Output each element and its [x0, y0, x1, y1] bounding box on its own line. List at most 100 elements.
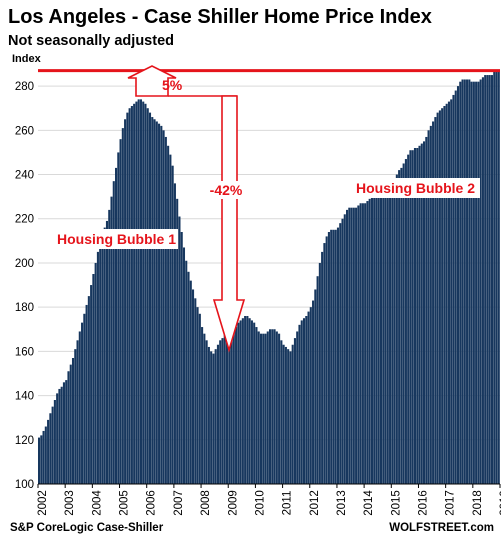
bar [438, 110, 441, 485]
x-tick-label: 2017 [445, 490, 457, 516]
bar [386, 185, 389, 484]
bar [110, 196, 113, 484]
bar [486, 75, 489, 485]
bar [275, 331, 278, 484]
bar [103, 227, 106, 484]
bar [493, 70, 496, 484]
bar [99, 243, 102, 484]
bar [305, 316, 308, 484]
bar [44, 426, 47, 484]
bar [92, 274, 95, 484]
bar [85, 304, 88, 484]
bubble2-label: Housing Bubble 2 [356, 180, 475, 196]
bar [255, 327, 258, 484]
y-tick-label: 100 [15, 479, 34, 491]
bar [259, 333, 263, 484]
bar [214, 349, 217, 484]
bar [262, 333, 265, 484]
bar [83, 313, 86, 484]
bar [96, 251, 99, 484]
bar [334, 229, 337, 484]
source-label: S&P CoreLogic Case-Shiller [10, 522, 164, 534]
bar [366, 201, 369, 485]
bar [484, 75, 487, 485]
bar [466, 79, 469, 484]
bar [300, 320, 303, 484]
bar [361, 203, 364, 484]
bar [241, 318, 244, 484]
bar [155, 121, 158, 484]
x-tick-label: 2018 [472, 490, 484, 516]
x-tick-label: 2004 [91, 490, 103, 516]
bar [230, 331, 233, 484]
bar [463, 79, 466, 484]
bar [427, 130, 430, 484]
up-arrow-shape [127, 65, 177, 97]
bar [348, 207, 351, 484]
bar [323, 243, 326, 484]
bar [121, 128, 124, 485]
bar [404, 159, 407, 485]
bar [273, 329, 276, 484]
x-tick-label: 2002 [37, 490, 49, 516]
y-tick-label: 240 [15, 170, 34, 182]
bar [232, 329, 235, 484]
bar [377, 190, 380, 484]
bar [420, 143, 423, 484]
bar [318, 262, 321, 484]
bar [144, 103, 147, 484]
bar [126, 112, 129, 484]
bar [418, 145, 421, 485]
y-tick-label: 280 [15, 81, 34, 93]
x-tick-label: 2011 [282, 491, 294, 516]
bar [237, 322, 240, 484]
bar [459, 81, 462, 485]
bar [235, 327, 238, 484]
x-axis-ticks: 2002 2003 2004 2005 2006 2007 2008 2009 2010 2011… [37, 484, 501, 516]
bar [391, 181, 394, 484]
x-tick-label: 2013 [336, 490, 348, 516]
bar [117, 152, 120, 485]
bar [425, 136, 428, 484]
bubble2-label-background [352, 178, 480, 198]
bar [94, 262, 97, 484]
bar [146, 108, 149, 485]
chart-subtitle: Not seasonally adjusted [8, 33, 174, 49]
x-tick-label: 2010 [254, 490, 266, 516]
bar [223, 333, 226, 484]
brand-label: WOLFSTREET.com [389, 522, 494, 534]
bar [128, 108, 131, 485]
bar [447, 101, 450, 484]
bar [461, 79, 464, 484]
bar [314, 289, 317, 484]
bar [432, 121, 435, 484]
bar [153, 119, 156, 484]
bar [472, 81, 475, 485]
bar [178, 216, 181, 484]
bar [192, 289, 195, 484]
bar [339, 223, 342, 484]
x-tick-label: 2016 [417, 490, 429, 516]
bar [395, 174, 398, 484]
bar [271, 329, 274, 484]
bar [207, 346, 210, 484]
bar [287, 349, 290, 484]
y-axis-ticks: 100 120 140 160 180 200 220 240 260 280 [15, 81, 34, 491]
bar [416, 148, 419, 484]
bar [62, 382, 65, 484]
bar [38, 437, 41, 484]
bar [160, 125, 163, 484]
bar [282, 344, 285, 484]
bar [325, 236, 328, 484]
bar [87, 296, 90, 484]
bar [194, 298, 197, 484]
bar [56, 393, 59, 484]
bar [298, 324, 301, 484]
bar [373, 194, 376, 485]
bar [434, 117, 437, 485]
bar [468, 79, 471, 484]
bar [40, 435, 43, 484]
bar [112, 181, 115, 484]
bar [352, 207, 355, 484]
bar [187, 271, 190, 484]
